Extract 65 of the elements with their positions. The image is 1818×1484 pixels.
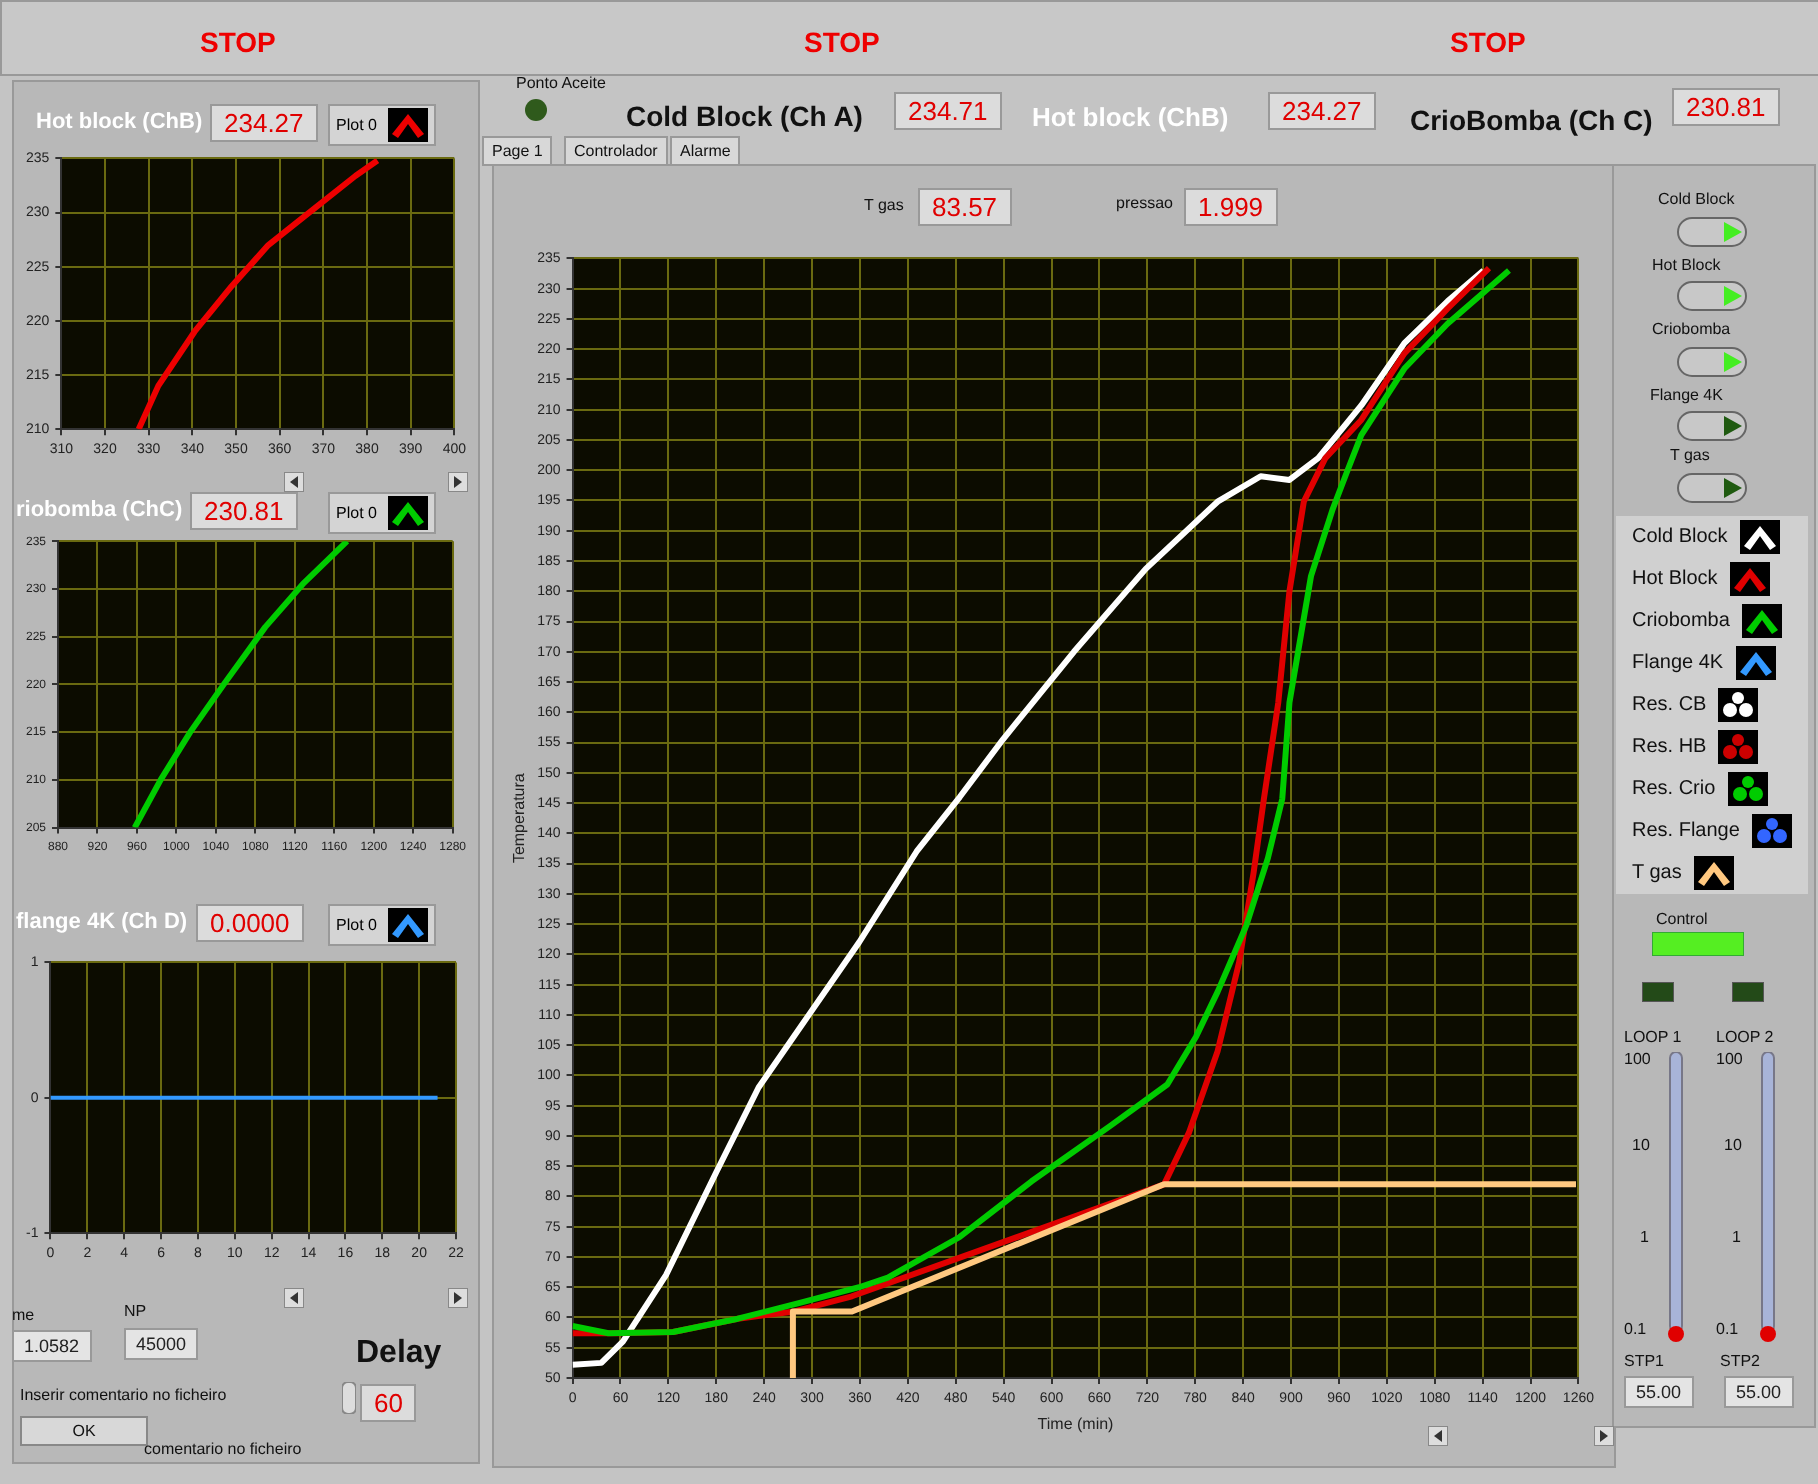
text: Alarme	[670, 136, 741, 166]
text: 1.0582	[12, 1330, 92, 1362]
legend-label: Res. CB	[1632, 694, 1707, 716]
legend-label: Plot 0	[336, 504, 377, 522]
text: 234.27	[1268, 92, 1376, 130]
text: 1	[1732, 1228, 1741, 1246]
chart-title: flange 4K (Ch D)	[16, 910, 188, 934]
text: STP1	[1624, 1352, 1665, 1370]
text: CrioBomba (Ch C)	[1410, 104, 1653, 136]
text: Controlador	[564, 136, 668, 166]
y-axis-title: Temperatura	[510, 772, 529, 864]
legend-label: Cold Block	[1632, 526, 1728, 548]
text: 55.00	[1624, 1376, 1694, 1408]
text: 55.00	[1724, 1376, 1794, 1408]
text: Cold Block (Ch A)	[626, 100, 863, 132]
text: 10	[1724, 1136, 1742, 1154]
text: STOP	[1450, 26, 1526, 58]
text: 230.81	[1672, 88, 1780, 126]
text: Hot block (ChB)	[1032, 102, 1229, 132]
text: 234.27	[210, 104, 318, 142]
x-axis-title: Time (min)	[1037, 1414, 1115, 1433]
chart-title: riobomba (ChC)	[16, 498, 183, 522]
legend-label: Res. HB	[1632, 736, 1707, 758]
text: 1	[1640, 1228, 1649, 1246]
text: 1.999	[1184, 188, 1278, 226]
text: Control	[1656, 910, 1708, 928]
text: STP2	[1720, 1352, 1761, 1370]
text: 234.71	[894, 92, 1002, 130]
text: 0.1	[1624, 1320, 1647, 1338]
text: Hot Block	[1652, 256, 1721, 274]
legend-label: Hot Block	[1632, 568, 1718, 590]
text: T gas	[864, 196, 904, 214]
text: 100	[1624, 1050, 1651, 1068]
legend-label: Res. Crio	[1632, 778, 1716, 800]
legend-label: Criobomba	[1632, 610, 1730, 632]
text: pressao	[1116, 194, 1173, 212]
text: Cold Block	[1658, 190, 1735, 208]
legend-label: T gas	[1632, 862, 1682, 884]
text: Ponto Aceite	[516, 74, 606, 92]
legend-label: Plot 0	[336, 116, 377, 134]
text: T gas	[1670, 446, 1710, 464]
text: Inserir comentario no ficheiro	[20, 1386, 227, 1404]
legend-label: Plot 0	[336, 916, 377, 934]
text: STOP	[804, 26, 880, 58]
text: STOP	[200, 26, 276, 58]
text: 230.81	[190, 492, 298, 530]
text: OK	[72, 1422, 96, 1440]
text: Page 1	[482, 136, 553, 166]
text: 100	[1716, 1050, 1743, 1068]
legend-label: Flange 4K	[1632, 652, 1724, 674]
text: 0.1	[1716, 1320, 1739, 1338]
text: me	[12, 1306, 35, 1324]
text: 83.57	[918, 188, 1012, 226]
chart-title: Hot block (ChB)	[36, 110, 203, 134]
text: LOOP 1	[1624, 1028, 1682, 1046]
text: 45000	[124, 1328, 199, 1360]
text: 10	[1632, 1136, 1650, 1154]
text: comentario no ficheiro	[144, 1440, 302, 1458]
text: NP	[124, 1302, 147, 1320]
text: Delay	[356, 1336, 442, 1372]
text: Criobomba	[1652, 320, 1731, 338]
text: Flange 4K	[1650, 386, 1723, 404]
text: LOOP 2	[1716, 1028, 1774, 1046]
text: 0.0000	[196, 904, 304, 942]
legend-label: Res. Flange	[1632, 820, 1740, 842]
